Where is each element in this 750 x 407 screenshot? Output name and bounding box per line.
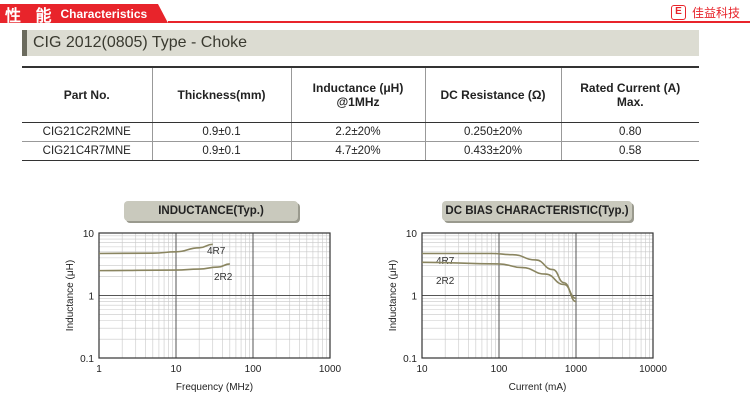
- inductance-chart-title: INDUCTANCE(Typ.): [124, 201, 298, 221]
- series-line-4R7: [98, 243, 213, 255]
- col-header-line: @1MHz: [336, 94, 380, 109]
- col-header: Thickness(mm): [151, 66, 291, 123]
- cell-part-no: CIG21C2R2MNE: [22, 122, 152, 142]
- table-row: CIG21C4R7MNE 0.9±0.1 4.7±20% 0.433±20% 0…: [22, 141, 699, 161]
- x-tick-label: 1: [96, 364, 102, 375]
- section-title-en: Characteristics: [60, 6, 148, 21]
- plot-frame: [98, 232, 331, 359]
- col-header-line: Rated Current (A): [580, 80, 681, 95]
- table-row: CIG21C2R2MNE 0.9±0.1 2.2±20% 0.250±20% 0…: [22, 122, 699, 142]
- cell-part-no: CIG21C4R7MNE: [22, 141, 152, 161]
- col-header: Rated Current (A) Max.: [560, 66, 699, 123]
- cell-thickness: 0.9±0.1: [151, 141, 291, 161]
- brand-name: 佳益科技: [691, 5, 740, 20]
- cell-thickness: 0.9±0.1: [151, 122, 291, 142]
- y-tick-label: 0.1: [80, 354, 94, 365]
- brand: E 佳益科技: [664, 4, 740, 20]
- series-line-2R2: [98, 263, 230, 272]
- table-header-row: Part No. Thickness(mm) Inductance (μH) @1…: [22, 66, 699, 123]
- header-divider: [168, 21, 750, 23]
- cell-inductance: 2.2±20%: [290, 122, 425, 142]
- section-title-cn: 性 能: [5, 7, 57, 25]
- col-header: Part No.: [22, 66, 152, 123]
- cell-rated-current: 0.58: [560, 141, 699, 161]
- brand-logo-icon: E: [670, 4, 686, 20]
- x-axis-label: Frequency (MHz): [176, 382, 253, 393]
- y-tick-label: 1: [88, 292, 94, 303]
- col-header-line: Inductance (μH): [312, 80, 404, 95]
- dc-bias-chart-title: DC BIAS CHARACTERISTIC(Typ.): [442, 201, 632, 221]
- page-title: CIG 2012(0805) Type - Choke: [22, 30, 699, 56]
- x-tick-label: 10: [170, 364, 182, 375]
- cell-rated-current: 0.80: [560, 122, 699, 142]
- cell-dc-resistance: 0.433±20%: [424, 141, 561, 161]
- cell-dc-resistance: 0.250±20%: [424, 122, 561, 142]
- col-header: Inductance (μH) @1MHz: [290, 66, 425, 123]
- series-label-4R7: 4R7: [207, 246, 226, 257]
- section-tab: 性 能 Characteristics: [0, 4, 168, 23]
- y-tick-label: 10: [83, 229, 95, 240]
- x-tick-label: 1000: [319, 364, 342, 375]
- col-header-line: Max.: [616, 94, 644, 109]
- x-tick-label: 100: [245, 364, 262, 375]
- col-header: DC Resistance (Ω): [424, 66, 561, 123]
- cell-inductance: 4.7±20%: [290, 141, 425, 161]
- header-bar: 性 能 Characteristics E 佳益科技: [0, 0, 750, 26]
- y-axis-label: Inductance (μH): [65, 260, 76, 331]
- spec-table: Part No. Thickness(mm) Inductance (μH) @1…: [22, 66, 699, 161]
- series-label-2R2: 2R2: [214, 272, 233, 283]
